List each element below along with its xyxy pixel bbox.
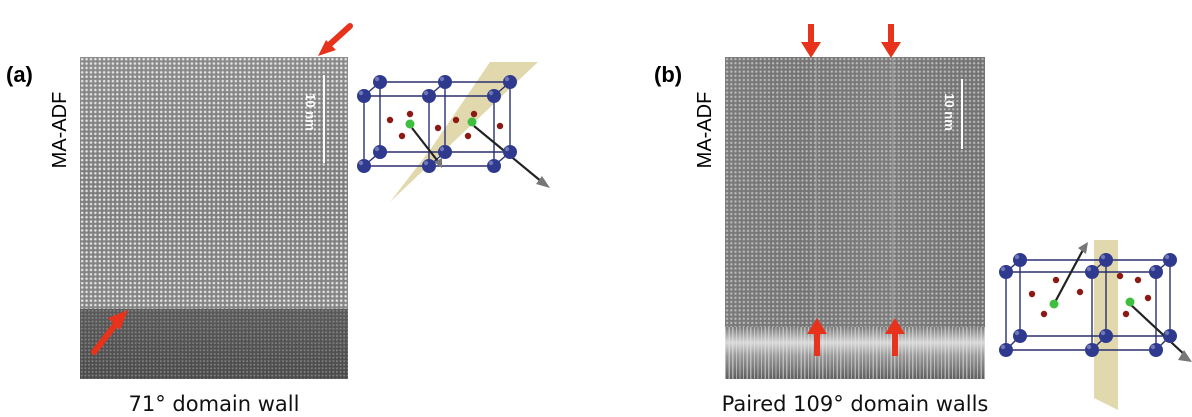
domain-wall-b-2: [892, 57, 894, 327]
micrograph-b: 10 nm: [725, 57, 985, 379]
scale-bar-b: [961, 79, 963, 149]
crystal-diagram-a: [357, 62, 550, 202]
micrograph-b-film: [725, 57, 985, 379]
panel-a-label: (a): [6, 62, 33, 87]
scale-bar-a: [323, 75, 325, 163]
crystal-diagram-b: [999, 240, 1192, 410]
arrow-a-top-icon: [318, 23, 353, 56]
arrow-b-bottom-right-icon: [885, 318, 905, 356]
micrograph-a-substrate: [80, 309, 348, 379]
arrow-b-top-left-icon: [801, 24, 821, 58]
arrow-a-bottom-icon: [91, 310, 128, 355]
scale-bar-b-label: 10 nm: [942, 93, 957, 131]
panel-b-caption: Paired 109° domain walls: [721, 392, 989, 416]
micrograph-a: 10 nm: [80, 57, 348, 379]
panel-b-side-label: MA-ADF: [694, 91, 716, 169]
arrow-b-top-right-icon: [881, 24, 901, 58]
scale-bar-a-label: 10 nm: [303, 93, 318, 131]
panel-a-side-label: MA-ADF: [49, 91, 71, 169]
micrograph-b-substrate: [725, 327, 985, 379]
domain-wall-b-1: [815, 57, 817, 327]
arrow-b-bottom-left-icon: [807, 318, 827, 356]
panel-a-caption: 71° domain wall: [128, 392, 300, 416]
panel-b-label: (b): [654, 62, 683, 87]
